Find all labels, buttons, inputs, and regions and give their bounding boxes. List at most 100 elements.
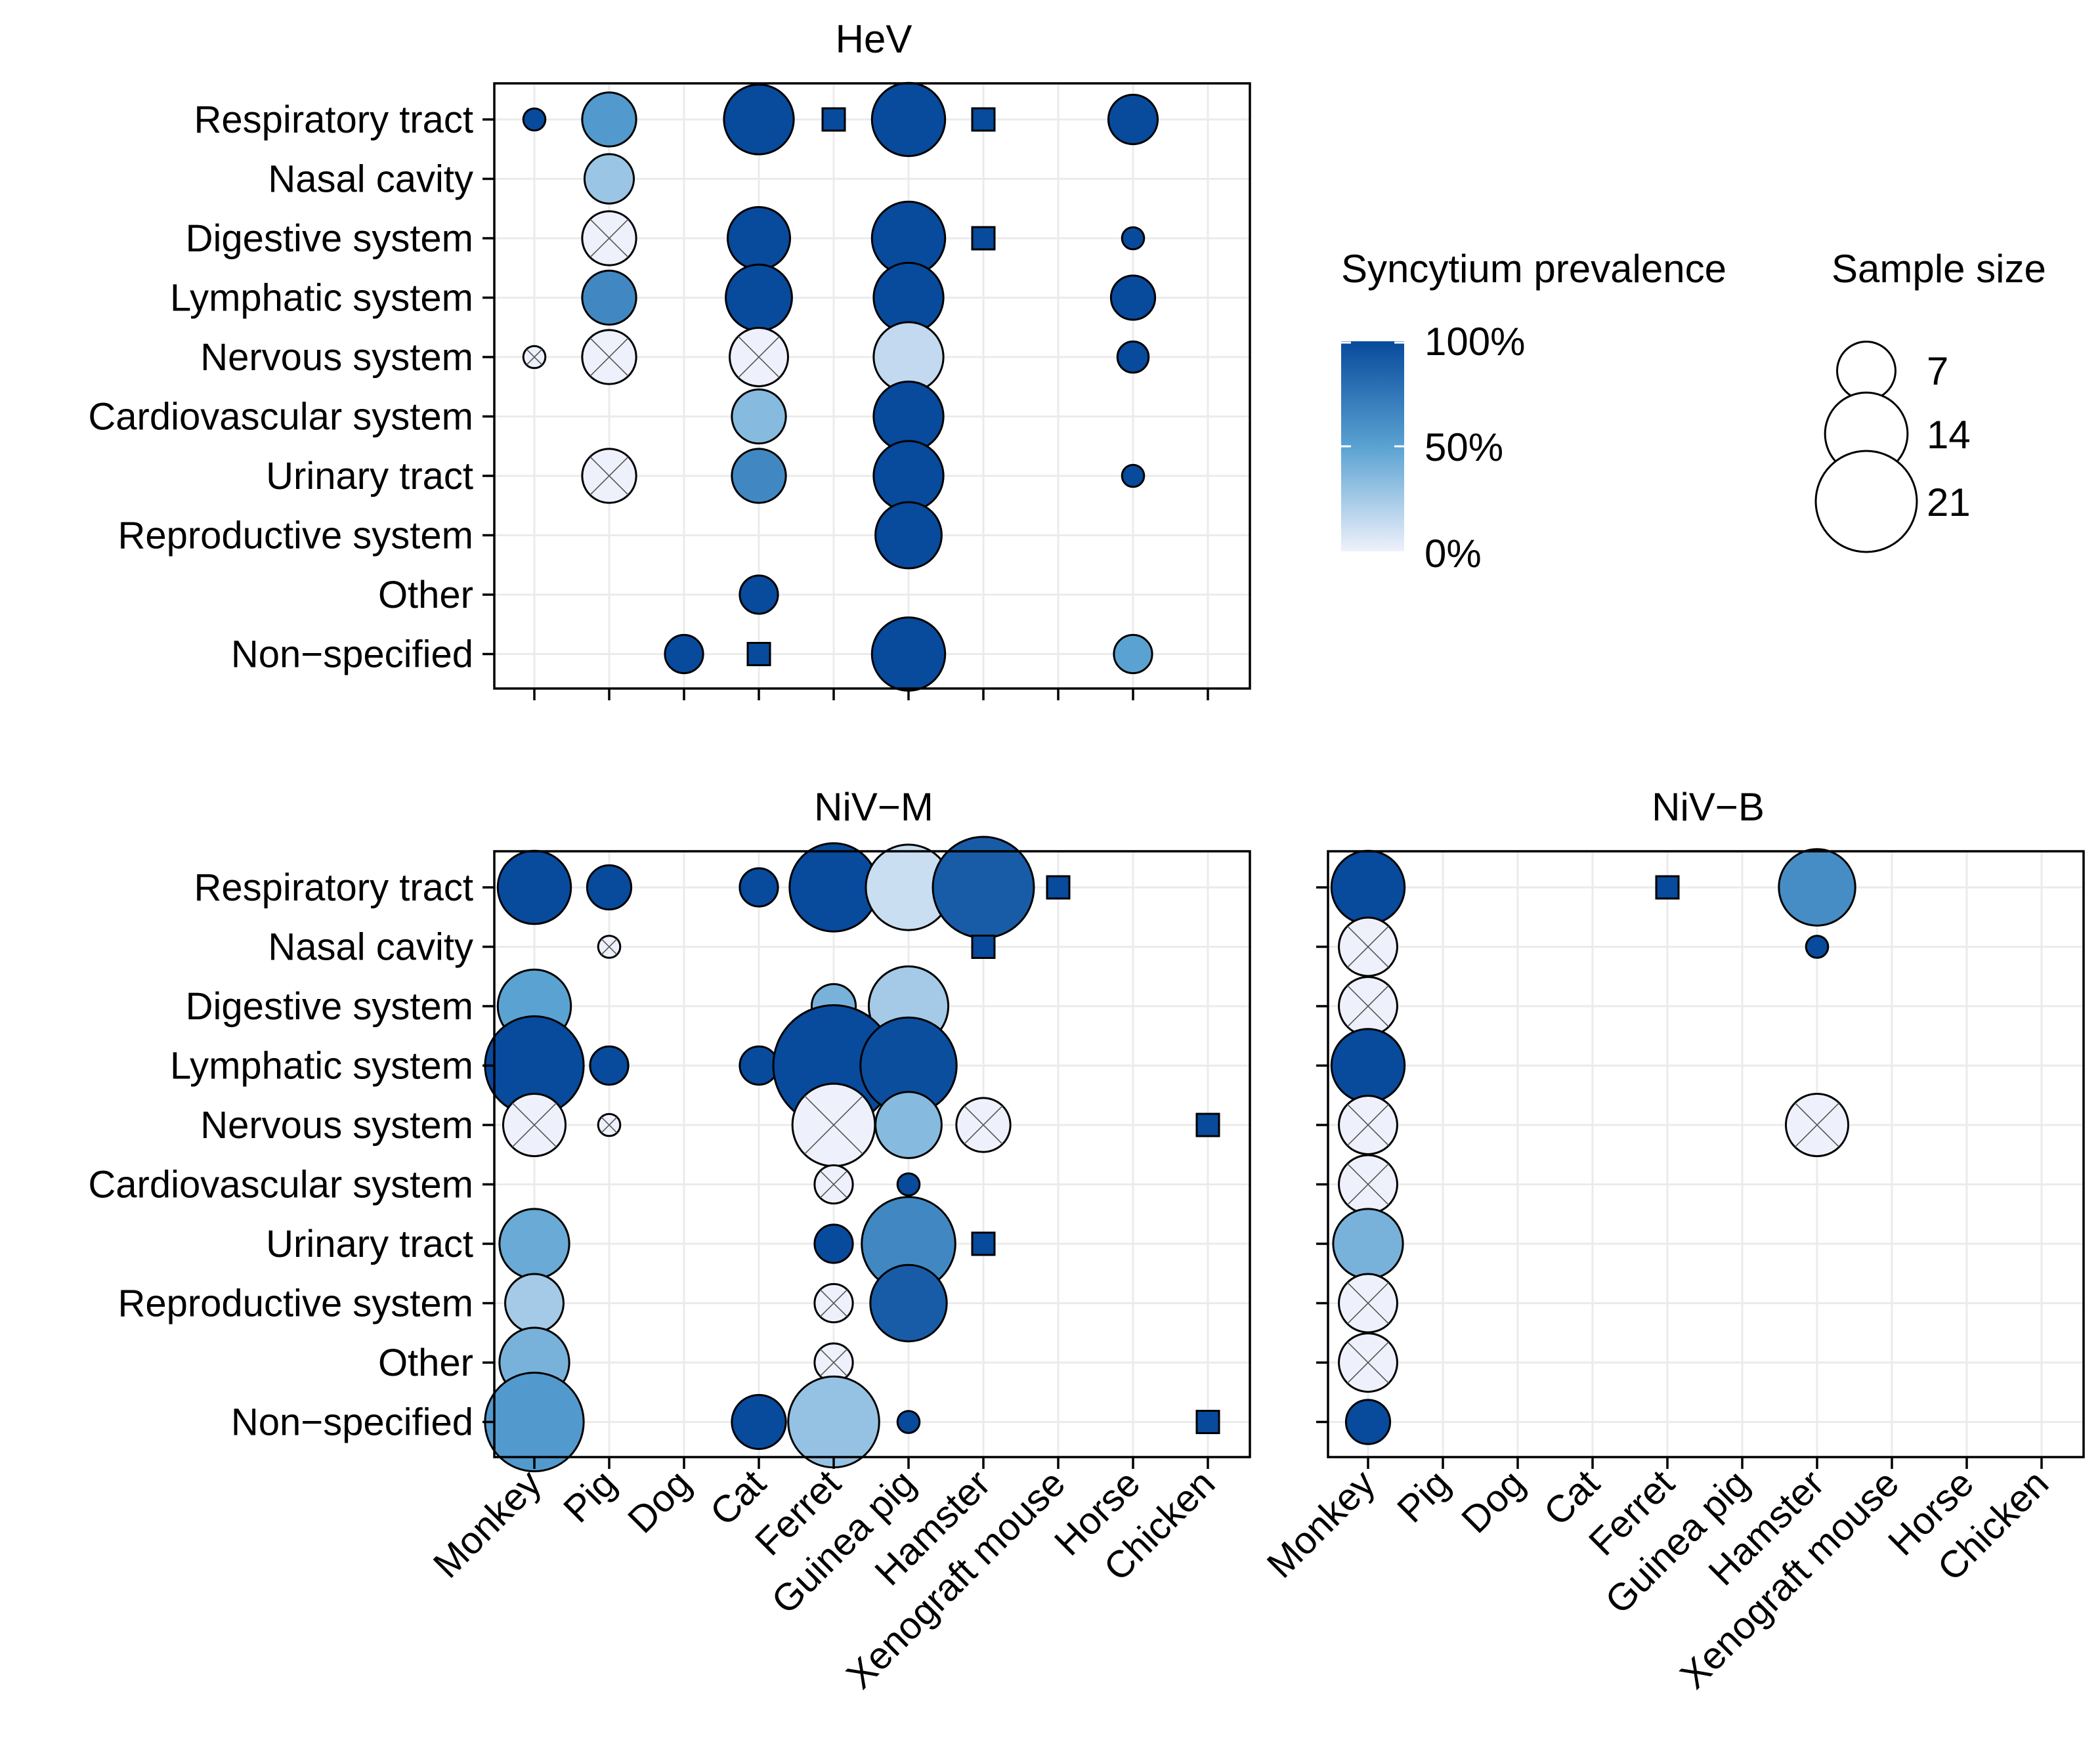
point-niv-b-monkey-non-specified <box>1344 1399 1392 1445</box>
point-hev-pig-nervous-system-cross-b <box>589 337 629 377</box>
y-label-hev-respiratory-tract: Respiratory tract <box>194 98 473 141</box>
point-niv-m-ferret-reproductive-system <box>813 1282 854 1324</box>
point-niv-m-xenograft-mouse-respiratory-tract-square <box>1046 875 1071 900</box>
point-hev-dog-non-specified-circle <box>664 633 704 675</box>
point-niv-m-guinea-pig-nervous-system-circle <box>874 1091 943 1159</box>
point-hev-cat-urinary-tract-circle <box>731 448 787 504</box>
legend-size-title: Sample size <box>1832 247 2046 291</box>
point-niv-m-cat-lymphatic-system <box>739 1045 779 1086</box>
colorbar-label-100: 100% <box>1425 320 1525 364</box>
point-niv-b-hamster-respiratory-tract <box>1778 848 1856 927</box>
point-hev-cat-urinary-tract <box>731 448 787 504</box>
x-label-niv-b-monkey: Monkey <box>1259 1462 1384 1586</box>
plot-area-niv-m <box>494 851 1250 1457</box>
point-niv-m-pig-respiratory-tract-circle <box>586 864 633 911</box>
point-niv-m-pig-nasal-cavity <box>597 935 622 959</box>
point-niv-b-monkey-reproductive-system <box>1338 1273 1398 1334</box>
point-niv-m-cat-lymphatic-system-circle <box>739 1045 779 1086</box>
point-niv-m-pig-nervous-system-cross-b <box>601 1116 618 1134</box>
point-niv-m-cat-respiratory-tract-circle <box>739 867 779 908</box>
point-niv-m-monkey-reproductive-system-circle <box>504 1273 565 1334</box>
y-label-niv-m-other: Other <box>378 1342 473 1384</box>
point-niv-b-ferret-respiratory-tract <box>1655 875 1680 900</box>
point-niv-m-ferret-other-cross-b <box>819 1348 848 1377</box>
point-hev-pig-respiratory-tract-circle <box>581 91 637 148</box>
y-label-niv-m-nervous-system: Nervous system <box>200 1104 473 1147</box>
point-hev-monkey-nervous-system-cross-b <box>526 349 543 366</box>
point-hev-guinea-pig-non-specified-circle <box>870 616 947 692</box>
y-label-niv-m-cardiovascular-system: Cardiovascular system <box>88 1164 473 1206</box>
point-hev-guinea-pig-respiratory-tract-circle <box>870 81 947 158</box>
colorbar-label-0: 0% <box>1425 532 1482 576</box>
panel-border-hev <box>493 82 1251 690</box>
point-niv-m-ferret-cardiovascular-system <box>813 1164 854 1205</box>
point-niv-b-hamster-nervous-system-cross-b <box>1794 1102 1840 1148</box>
point-hev-horse-nervous-system <box>1116 340 1150 374</box>
point-hev-pig-digestive-system <box>581 210 637 266</box>
point-niv-m-ferret-urinary-tract <box>813 1223 854 1264</box>
point-hev-pig-urinary-tract <box>581 448 637 504</box>
y-label-niv-m-reproductive-system: Reproductive system <box>118 1282 473 1325</box>
point-hev-pig-nasal-cavity-circle <box>583 153 635 205</box>
point-niv-m-pig-nervous-system <box>597 1113 622 1137</box>
y-label-niv-m-non-specified: Non−specified <box>231 1401 473 1444</box>
y-label-niv-m-lymphatic-system: Lymphatic system <box>170 1045 473 1088</box>
x-label-niv-m-monkey: Monkey <box>425 1462 550 1586</box>
point-niv-b-monkey-nasal-cavity <box>1338 916 1398 977</box>
point-hev-cat-cardiovascular-system <box>731 388 787 445</box>
point-niv-m-ferret-respiratory-tract <box>788 842 879 933</box>
point-niv-b-monkey-lymphatic-system <box>1330 1028 1406 1103</box>
legend-size-label-7: 7 <box>1927 349 1948 393</box>
point-niv-m-guinea-pig-cardiovascular-system-circle <box>896 1172 921 1197</box>
point-niv-m-hamster-urinary-tract-square <box>971 1231 996 1256</box>
y-label-hev-lymphatic-system: Lymphatic system <box>170 277 473 320</box>
point-niv-b-hamster-respiratory-tract-circle <box>1778 848 1856 927</box>
point-niv-m-chicken-nervous-system <box>1195 1113 1220 1137</box>
point-hev-cat-lymphatic-system <box>725 263 793 332</box>
point-niv-m-guinea-pig-non-specified-circle <box>896 1410 921 1434</box>
legend-size-label-14: 14 <box>1927 413 1971 457</box>
point-hev-hamster-digestive-system-square <box>971 226 996 251</box>
point-niv-m-cat-non-specified-circle <box>731 1393 787 1451</box>
point-hev-horse-nervous-system-circle <box>1116 340 1150 374</box>
panel-title-niv-b: NiV−B <box>1652 785 1765 829</box>
point-hev-cat-cardiovascular-system-circle <box>731 388 787 445</box>
panel-title-hev: HeV <box>836 17 912 61</box>
panel-border-niv-m <box>493 850 1251 1458</box>
point-hev-horse-lymphatic-system <box>1109 274 1157 321</box>
point-niv-b-monkey-urinary-tract <box>1332 1208 1404 1280</box>
point-niv-m-pig-respiratory-tract <box>586 864 633 911</box>
y-label-niv-m-urinary-tract: Urinary tract <box>266 1223 473 1265</box>
point-hev-monkey-respiratory-tract <box>522 107 547 132</box>
point-niv-m-monkey-nervous-system <box>502 1092 567 1158</box>
point-hev-cat-digestive-system-circle <box>726 205 792 271</box>
point-niv-b-monkey-other-cross-b <box>1347 1342 1389 1384</box>
point-hev-horse-non-specified-circle <box>1113 633 1153 675</box>
point-niv-m-ferret-non-specified <box>787 1375 880 1469</box>
y-label-hev-digestive-system: Digestive system <box>186 217 473 260</box>
y-label-hev-reproductive-system: Reproductive system <box>118 515 473 557</box>
point-niv-m-hamster-nasal-cavity-square <box>971 935 996 959</box>
point-hev-hamster-respiratory-tract-square <box>971 107 996 132</box>
y-label-hev-non-specified: Non−specified <box>231 633 473 676</box>
point-hev-dog-non-specified <box>664 633 704 675</box>
point-hev-guinea-pig-non-specified <box>870 616 947 692</box>
point-niv-b-monkey-urinary-tract-circle <box>1332 1208 1404 1280</box>
point-niv-m-cat-respiratory-tract <box>739 867 779 908</box>
point-niv-m-pig-lymphatic-system-circle <box>589 1045 630 1086</box>
point-niv-m-ferret-cardiovascular-system-cross-b <box>819 1170 848 1198</box>
point-niv-m-chicken-nervous-system-square <box>1195 1113 1220 1137</box>
point-hev-cat-lymphatic-system-circle <box>725 263 793 332</box>
point-niv-b-monkey-cardiovascular-system <box>1338 1154 1398 1215</box>
panel-hev: HeV Respiratory tract Nasal cavity Digesti… <box>88 17 1251 700</box>
point-hev-pig-respiratory-tract <box>581 91 637 148</box>
point-hev-guinea-pig-urinary-tract-circle <box>872 440 945 512</box>
point-niv-m-hamster-urinary-tract <box>971 1231 996 1256</box>
point-niv-m-ferret-non-specified-circle <box>787 1375 880 1469</box>
legend-size-label-21: 21 <box>1927 480 1971 524</box>
point-hev-pig-urinary-tract-cross-b <box>589 456 629 496</box>
point-hev-horse-non-specified <box>1113 633 1153 675</box>
point-niv-m-pig-nasal-cavity-cross-b <box>601 939 618 955</box>
point-niv-m-monkey-urinary-tract <box>498 1208 570 1280</box>
point-niv-b-monkey-other <box>1338 1332 1398 1393</box>
